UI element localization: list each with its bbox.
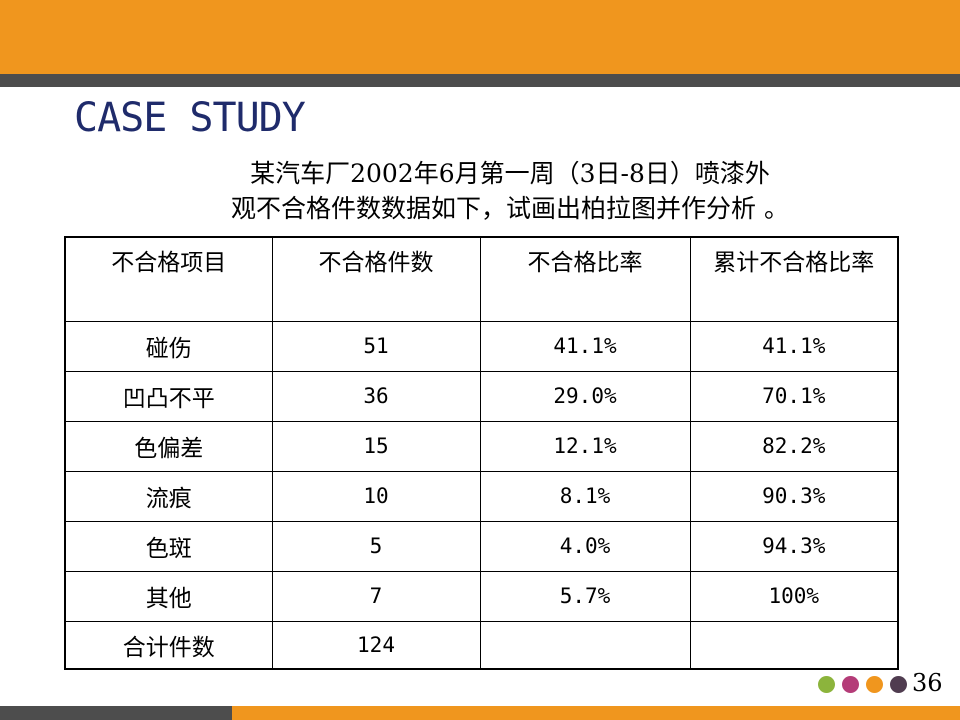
header-defect-rate: 不合格比率 xyxy=(479,236,691,322)
cell-item: 流痕 xyxy=(64,470,273,522)
page-number: 36 xyxy=(912,669,943,697)
cell-rate xyxy=(479,620,691,670)
cell-item: 色偏差 xyxy=(64,420,273,472)
cell-cumulative: 94.3% xyxy=(689,520,899,572)
table-row: 碰伤 51 41.1% 41.1% xyxy=(64,320,899,372)
cell-cumulative: 90.3% xyxy=(689,470,899,522)
header-defect-item: 不合格项目 xyxy=(64,236,273,322)
top-divider-bar xyxy=(0,74,960,87)
table-row: 其他 7 5.7% 100% xyxy=(64,570,899,622)
cell-rate: 29.0% xyxy=(479,370,691,422)
cell-item: 色斑 xyxy=(64,520,273,572)
cell-count: 7 xyxy=(271,570,481,622)
intro-text: 某汽车厂2002年6月第一周（3日-8日）喷漆外 观不合格件数数据如下，试画出柏… xyxy=(130,156,890,226)
table-total-row: 合计件数 124 xyxy=(64,620,899,670)
slide-title: CASE STUDY xyxy=(74,95,306,141)
table-row: 流痕 10 8.1% 90.3% xyxy=(64,470,899,522)
table-row: 凹凸不平 36 29.0% 70.1% xyxy=(64,370,899,422)
cell-count: 10 xyxy=(271,470,481,522)
header-cumulative-rate: 累计不合格比率 xyxy=(689,236,899,322)
intro-line-1: 某汽车厂2002年6月第一周（3日-8日）喷漆外 xyxy=(250,159,770,188)
header-defect-count: 不合格件数 xyxy=(271,236,481,322)
bottom-dark-bar xyxy=(0,706,232,720)
cell-count: 124 xyxy=(271,620,481,670)
bottom-accent-bar xyxy=(232,706,960,720)
cell-cumulative: 82.2% xyxy=(689,420,899,472)
intro-line-2: 观不合格件数数据如下，试画出柏拉图并作分析 。 xyxy=(231,194,789,223)
cell-item: 其他 xyxy=(64,570,273,622)
green-dot-icon xyxy=(818,676,835,693)
cell-rate: 8.1% xyxy=(479,470,691,522)
cell-count: 5 xyxy=(271,520,481,572)
top-accent-bar xyxy=(0,0,960,74)
magenta-dot-icon xyxy=(842,676,859,693)
cell-rate: 5.7% xyxy=(479,570,691,622)
table-header-row: 不合格项目 不合格件数 不合格比率 累计不合格比率 xyxy=(64,236,899,322)
cell-rate: 41.1% xyxy=(479,320,691,372)
cell-cumulative: 70.1% xyxy=(689,370,899,422)
cell-count: 15 xyxy=(271,420,481,472)
defect-table: 不合格项目 不合格件数 不合格比率 累计不合格比率 碰伤 51 41.1% 41… xyxy=(64,236,899,670)
cell-rate: 12.1% xyxy=(479,420,691,472)
cell-cumulative: 100% xyxy=(689,570,899,622)
table-row: 色斑 5 4.0% 94.3% xyxy=(64,520,899,572)
cell-item: 合计件数 xyxy=(64,620,273,670)
purple-dot-icon xyxy=(890,676,907,693)
table-row: 色偏差 15 12.1% 82.2% xyxy=(64,420,899,472)
cell-count: 51 xyxy=(271,320,481,372)
orange-dot-icon xyxy=(866,676,883,693)
cell-count: 36 xyxy=(271,370,481,422)
cell-cumulative: 41.1% xyxy=(689,320,899,372)
cell-item: 凹凸不平 xyxy=(64,370,273,422)
cell-item: 碰伤 xyxy=(64,320,273,372)
cell-rate: 4.0% xyxy=(479,520,691,572)
cell-cumulative xyxy=(689,620,899,670)
